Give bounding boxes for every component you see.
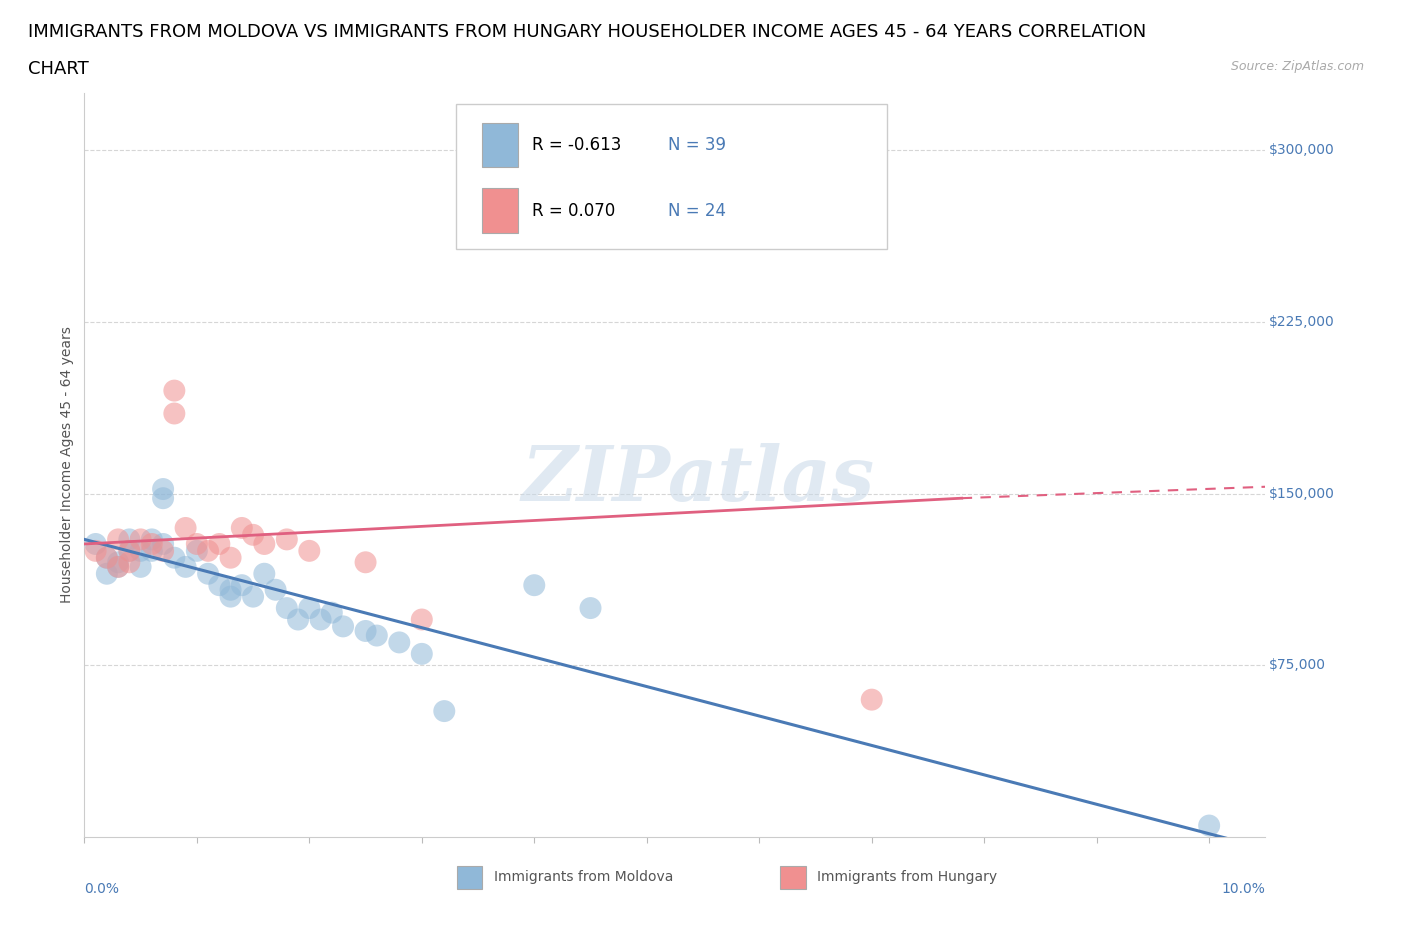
Text: $75,000: $75,000	[1270, 658, 1326, 672]
Point	[860, 692, 883, 707]
FancyBboxPatch shape	[457, 104, 887, 249]
Point	[276, 532, 298, 547]
Point	[186, 543, 208, 558]
Point	[1198, 818, 1220, 833]
Point	[523, 578, 546, 592]
Text: Immigrants from Hungary: Immigrants from Hungary	[817, 870, 997, 884]
Text: Source: ZipAtlas.com: Source: ZipAtlas.com	[1230, 60, 1364, 73]
Point	[231, 578, 253, 592]
Point	[579, 601, 602, 616]
Point	[152, 537, 174, 551]
Point	[129, 543, 152, 558]
Point	[219, 551, 242, 565]
Bar	[482, 188, 517, 232]
Point	[332, 619, 354, 634]
Point	[96, 551, 118, 565]
Point	[242, 590, 264, 604]
Point	[354, 623, 377, 638]
Point	[411, 646, 433, 661]
Point	[276, 601, 298, 616]
Point	[141, 543, 163, 558]
Text: IMMIGRANTS FROM MOLDOVA VS IMMIGRANTS FROM HUNGARY HOUSEHOLDER INCOME AGES 45 - : IMMIGRANTS FROM MOLDOVA VS IMMIGRANTS FR…	[28, 23, 1146, 41]
Y-axis label: Householder Income Ages 45 - 64 years: Householder Income Ages 45 - 64 years	[60, 326, 75, 604]
Point	[163, 383, 186, 398]
Point	[433, 704, 456, 719]
Text: 10.0%: 10.0%	[1222, 882, 1265, 896]
Text: R = 0.070: R = 0.070	[531, 202, 631, 219]
Point	[309, 612, 332, 627]
Text: $300,000: $300,000	[1270, 143, 1334, 157]
Point	[96, 566, 118, 581]
Point	[129, 532, 152, 547]
Text: CHART: CHART	[28, 60, 89, 78]
Text: N = 39: N = 39	[668, 136, 725, 154]
Point	[231, 521, 253, 536]
Point	[118, 555, 141, 570]
Text: $225,000: $225,000	[1270, 315, 1334, 329]
Point	[96, 551, 118, 565]
Point	[253, 566, 276, 581]
Text: N = 24: N = 24	[668, 202, 725, 219]
Point	[84, 543, 107, 558]
Text: $150,000: $150,000	[1270, 486, 1334, 500]
Text: 0.0%: 0.0%	[84, 882, 120, 896]
Point	[197, 566, 219, 581]
Point	[287, 612, 309, 627]
Bar	[457, 866, 482, 889]
Point	[411, 612, 433, 627]
Point	[197, 543, 219, 558]
Text: ZIPatlas: ZIPatlas	[522, 443, 875, 517]
Point	[107, 560, 129, 575]
Point	[219, 582, 242, 597]
Point	[129, 560, 152, 575]
Point	[163, 406, 186, 421]
Point	[219, 590, 242, 604]
Point	[253, 537, 276, 551]
Point	[118, 543, 141, 558]
Point	[152, 482, 174, 497]
Point	[186, 537, 208, 551]
Point	[152, 491, 174, 506]
Point	[174, 521, 197, 536]
Point	[174, 560, 197, 575]
Point	[118, 532, 141, 547]
Point	[321, 605, 343, 620]
Point	[208, 578, 231, 592]
Point	[163, 551, 186, 565]
Point	[388, 635, 411, 650]
Point	[141, 532, 163, 547]
Point	[118, 543, 141, 558]
Point	[366, 628, 388, 643]
Point	[242, 527, 264, 542]
Point	[298, 543, 321, 558]
Point	[208, 537, 231, 551]
Point	[264, 582, 287, 597]
Point	[298, 601, 321, 616]
Point	[152, 543, 174, 558]
Point	[107, 555, 129, 570]
Text: Immigrants from Moldova: Immigrants from Moldova	[494, 870, 673, 884]
Point	[141, 537, 163, 551]
Point	[107, 560, 129, 575]
Point	[84, 537, 107, 551]
Bar	[482, 123, 517, 167]
Point	[107, 532, 129, 547]
Bar	[780, 866, 806, 889]
Point	[354, 555, 377, 570]
Text: R = -0.613: R = -0.613	[531, 136, 637, 154]
